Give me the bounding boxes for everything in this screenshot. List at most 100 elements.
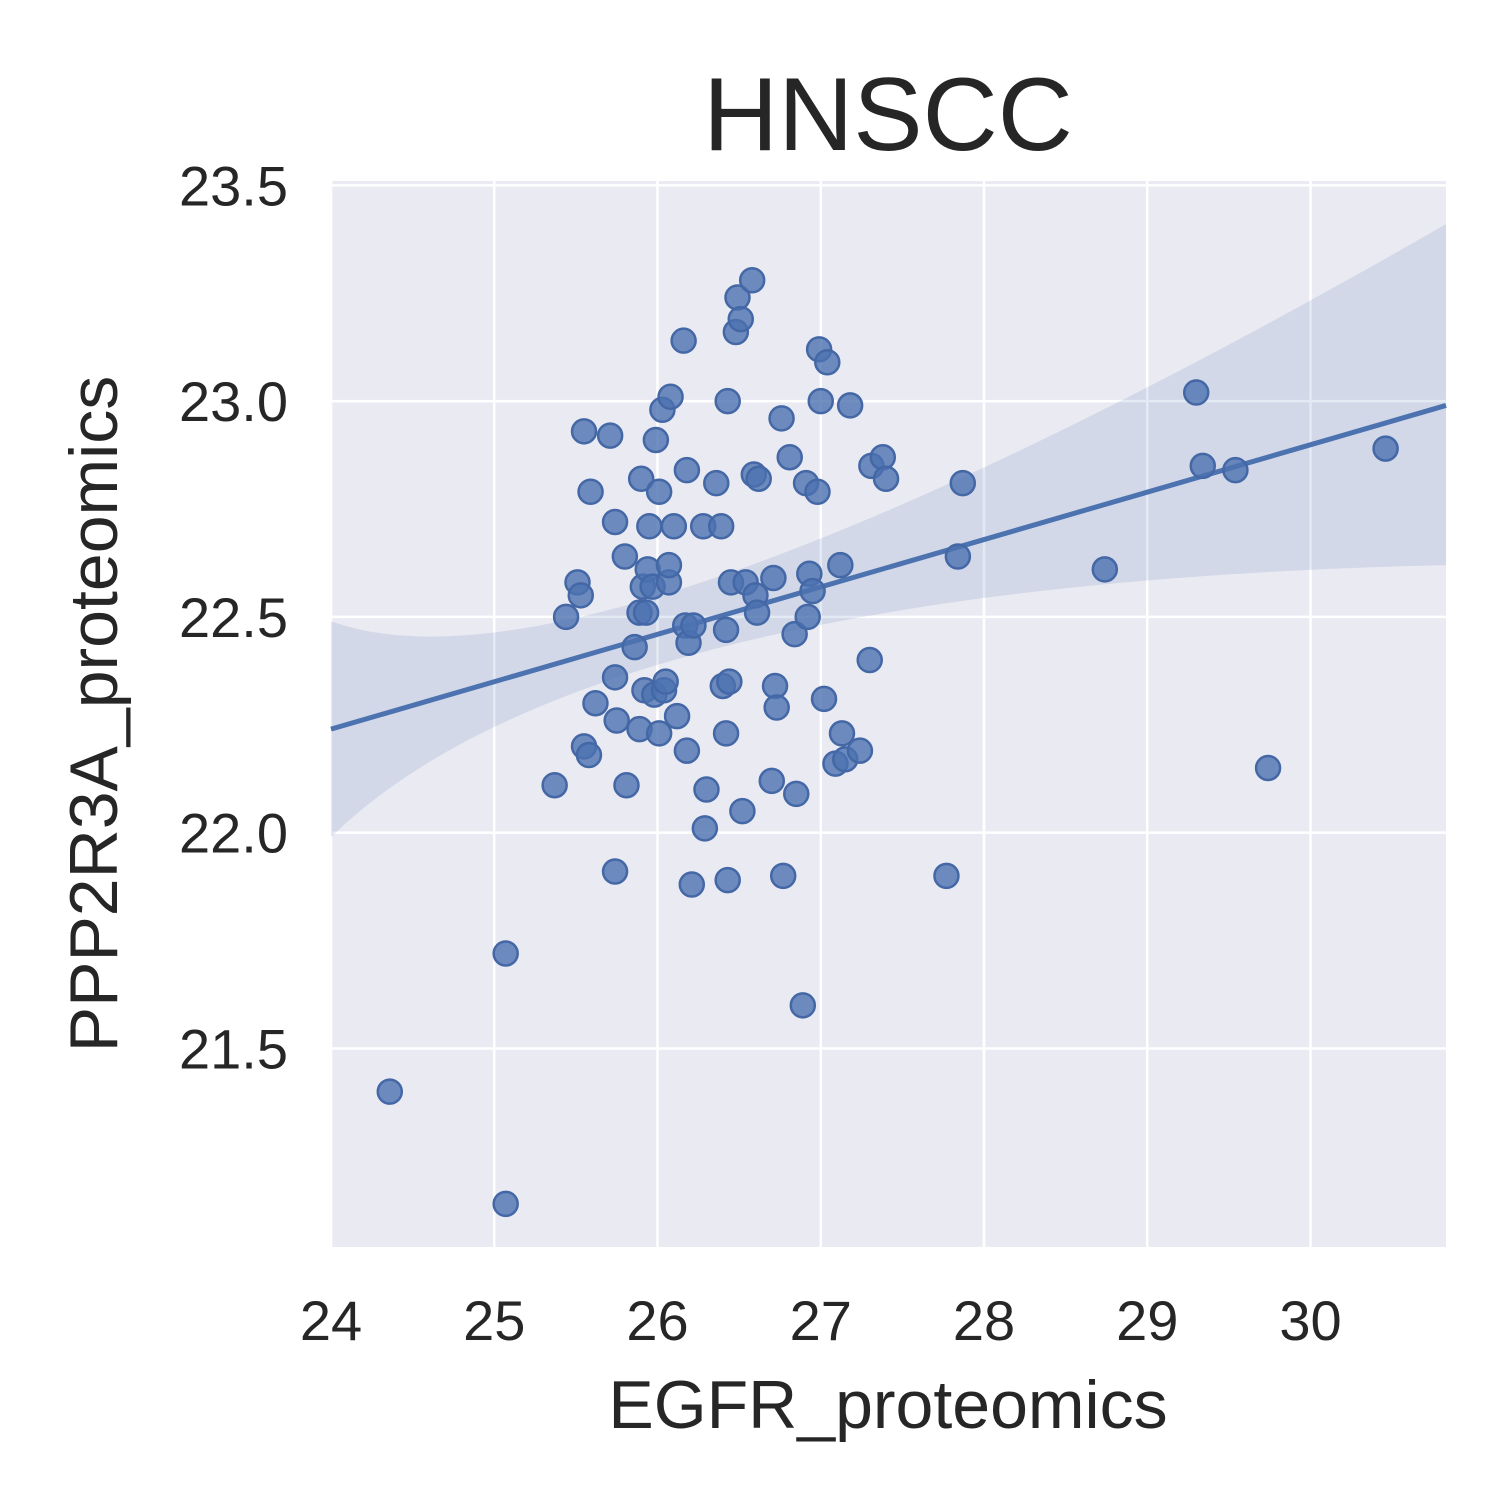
scatter-point bbox=[933, 862, 960, 890]
scatter-point bbox=[652, 668, 679, 695]
y-axis-ticks: 21.5 22.0 22.5 23.0 23.5 bbox=[179, 154, 288, 1080]
x-tick-label: 28 bbox=[953, 1289, 1015, 1352]
scatter-point bbox=[804, 478, 831, 505]
scatter-point bbox=[758, 767, 786, 795]
scatter-point bbox=[761, 672, 789, 700]
scatter-point bbox=[670, 327, 697, 354]
scatter-point bbox=[827, 551, 854, 579]
scatter-point bbox=[781, 620, 808, 648]
scatter-point bbox=[678, 871, 706, 898]
scatter-point bbox=[601, 858, 629, 885]
grid-lines bbox=[329, 181, 1446, 1247]
scatter-point bbox=[660, 513, 688, 540]
scatter-point bbox=[846, 737, 874, 764]
x-tick-label: 24 bbox=[300, 1289, 362, 1352]
data-points bbox=[376, 267, 1399, 1218]
scatter-point bbox=[603, 707, 630, 734]
scatter-point bbox=[716, 668, 743, 695]
scatter-point bbox=[621, 633, 648, 661]
scatter-point bbox=[673, 737, 701, 764]
scatter-point bbox=[492, 1190, 519, 1218]
scatter-point bbox=[1254, 754, 1282, 782]
scatter-point bbox=[663, 702, 691, 730]
scatter-point bbox=[768, 405, 795, 432]
scatter-point bbox=[799, 577, 826, 605]
scatter-point bbox=[541, 771, 568, 799]
scatter-point bbox=[693, 776, 720, 803]
scatter-point bbox=[636, 513, 663, 540]
scatter-point bbox=[613, 771, 640, 799]
scatter-point bbox=[1182, 379, 1210, 406]
scatter-point bbox=[627, 465, 655, 493]
scatter-point bbox=[776, 443, 803, 471]
scatter-point bbox=[712, 616, 740, 644]
scatter-point bbox=[567, 582, 595, 609]
scatter-point bbox=[601, 508, 629, 536]
scatter-point bbox=[1189, 452, 1217, 480]
chart-title: HNSCC bbox=[703, 57, 1073, 173]
y-tick-label: 23.0 bbox=[179, 370, 288, 433]
regression-line bbox=[330, 403, 1447, 732]
scatter-point bbox=[492, 940, 519, 967]
scatter-point bbox=[743, 599, 771, 626]
x-tick-label: 26 bbox=[626, 1289, 688, 1352]
scatter-point bbox=[856, 646, 883, 674]
x-tick-label: 27 bbox=[790, 1289, 852, 1352]
scatter-point bbox=[714, 866, 741, 894]
scatter-point bbox=[691, 815, 719, 842]
y-tick-label: 23.5 bbox=[179, 154, 288, 217]
x-tick-label: 30 bbox=[1279, 1289, 1341, 1352]
scatter-point bbox=[611, 543, 639, 570]
scatter-point bbox=[645, 720, 673, 747]
scatter-point bbox=[680, 612, 707, 639]
scatter-point bbox=[596, 422, 624, 449]
scatter-point bbox=[570, 418, 598, 445]
scatter-point bbox=[872, 465, 900, 493]
scatter-point bbox=[727, 305, 755, 333]
scatter-point bbox=[729, 797, 756, 825]
scatter-point bbox=[745, 465, 772, 493]
x-tick-label: 29 bbox=[1116, 1289, 1178, 1352]
confidence-band bbox=[331, 224, 1446, 837]
scatter-point bbox=[763, 694, 790, 721]
scatter-point bbox=[814, 349, 841, 376]
scatter-point bbox=[836, 392, 864, 419]
scatter-point bbox=[376, 1078, 404, 1105]
scatter-point bbox=[655, 551, 683, 579]
y-axis-label: PPP2R3A_proteomics bbox=[56, 376, 132, 1053]
scatter-point bbox=[810, 685, 838, 713]
scatter-point bbox=[760, 564, 787, 592]
scatter-point bbox=[769, 862, 797, 890]
x-axis-label: EGFR_proteomics bbox=[608, 1367, 1167, 1443]
scatter-point bbox=[807, 387, 835, 415]
scatter-point bbox=[828, 720, 856, 747]
scatter-point bbox=[673, 456, 701, 484]
scatter-point bbox=[657, 383, 684, 411]
scatter-point bbox=[789, 992, 817, 1019]
y-tick-label: 22.0 bbox=[179, 802, 288, 865]
scatter-point bbox=[582, 689, 609, 717]
scatter-point bbox=[738, 267, 766, 294]
scatter-point bbox=[1372, 435, 1399, 462]
scatter-point bbox=[869, 443, 897, 471]
scatter-point bbox=[707, 513, 735, 540]
plot-background bbox=[331, 181, 1446, 1247]
y-tick-label: 22.5 bbox=[179, 586, 288, 649]
scatter-point bbox=[552, 603, 580, 631]
scatter-point bbox=[1091, 556, 1119, 583]
scatter-point bbox=[783, 780, 810, 808]
scatter-point bbox=[703, 469, 730, 497]
scatter-point bbox=[575, 741, 603, 769]
scatter-point bbox=[577, 478, 604, 505]
scatter-point bbox=[712, 720, 740, 747]
scatter-point bbox=[632, 599, 660, 626]
scatter-point bbox=[794, 603, 821, 631]
scatter-point bbox=[714, 387, 741, 415]
scatter-point bbox=[642, 426, 670, 454]
scatter-point bbox=[601, 664, 629, 691]
scatter-point bbox=[944, 543, 972, 570]
y-tick-label: 21.5 bbox=[179, 1017, 288, 1080]
scatter-point bbox=[949, 469, 977, 497]
x-axis-ticks: 24 25 26 27 28 29 30 bbox=[300, 1289, 1342, 1352]
